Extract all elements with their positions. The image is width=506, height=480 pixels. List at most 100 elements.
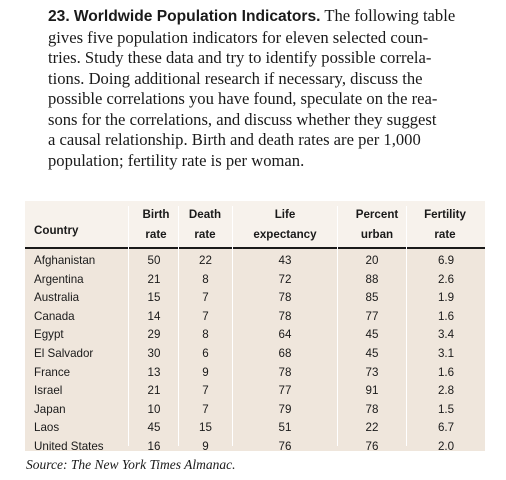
table-cell: 22 (365, 421, 379, 435)
table-row: Israel 21 7 77 91 2.8 (25, 382, 485, 401)
country-name: Japan (34, 402, 66, 416)
header-country-line1 (34, 201, 134, 221)
column-divider (178, 206, 179, 446)
country-name: Argentina (34, 272, 84, 286)
table-cell: 7 (202, 384, 209, 398)
table-cell: 1.5 (437, 402, 455, 416)
table-cell: 78 (365, 402, 379, 416)
table-cell: 76 (278, 439, 292, 453)
problem-title: Worldwide Population Indicators. (73, 8, 321, 25)
table-cell: 78 (278, 309, 292, 323)
header-fertility-line1: Fertility (424, 208, 466, 221)
table-cell: 1.9 (437, 291, 455, 305)
table-cell: 2.6 (437, 272, 455, 286)
header-death-rate: Death rate (177, 205, 233, 245)
table-cell: 30 (147, 346, 161, 360)
header-life-line2: expectancy (253, 228, 317, 241)
problem-line-6: sons for the correlations, and discuss w… (48, 109, 437, 129)
table-cell: 29 (147, 328, 161, 342)
table-cell: 1.6 (437, 309, 455, 323)
column-divider (128, 206, 129, 446)
table-cell: 7 (202, 309, 209, 323)
country-name: Egypt (34, 328, 64, 342)
table-cell: 91 (365, 384, 379, 398)
header-rule (25, 247, 485, 249)
country-name: Afghanistan (34, 254, 96, 267)
table-cell: 20 (365, 254, 379, 267)
table-cell: 16 (147, 439, 161, 453)
country-name: El Salvador (34, 346, 94, 360)
table-cell: 13 (147, 365, 161, 379)
column-divider (337, 206, 338, 446)
table-header-band (25, 201, 485, 247)
table-cell: 7 (202, 402, 209, 416)
problem-first-line: 23. Worldwide Population Indicators. The… (22, 6, 484, 28)
table-cell: 78 (278, 291, 292, 305)
table-row: Australia 15 7 78 85 1.9 (25, 289, 485, 308)
table-cell: 6 (202, 346, 209, 360)
table-row: Laos 45 15 51 22 6.7 (25, 419, 485, 438)
country-name: Laos (34, 421, 60, 435)
problem-line-1: The following table (320, 6, 456, 25)
table-cell: 78 (278, 365, 292, 379)
table-cell: 6.7 (437, 421, 455, 435)
table-cell: 22 (199, 254, 212, 267)
table-body: Afghanistan 50 22 43 20 6.9 Argentina 21 8 72 88 2.… (25, 252, 485, 457)
table-cell: 3.4 (437, 328, 455, 342)
table-row: Afghanistan 50 22 43 20 6.9 (25, 252, 485, 271)
table-cell: 2.0 (437, 439, 455, 453)
problem-line-4: tions. Doing additional research if nece… (48, 68, 423, 88)
header-country: Country (34, 201, 134, 241)
table-cell: 73 (365, 365, 379, 379)
table-row: France 13 9 78 73 1.6 (25, 364, 485, 383)
problem-line-2: gives five population indicators for ele… (48, 27, 429, 47)
table-cell: 64 (278, 328, 292, 342)
table-row: El Salvador 30 6 68 45 3.1 (25, 345, 485, 364)
table-cell: 14 (147, 309, 161, 323)
table-row: Japan 10 7 79 78 1.5 (25, 401, 485, 420)
table-cell: 51 (278, 421, 292, 435)
problem-number: 23. (48, 8, 70, 25)
header-death-line2: rate (194, 228, 216, 241)
table-cell: 8 (202, 328, 209, 342)
table-cell: 77 (278, 384, 292, 398)
problem-line-7: a causal relationship. Birth and death r… (48, 130, 421, 149)
table-cell: 88 (365, 272, 379, 286)
table-cell: 2.8 (437, 384, 455, 398)
header-urban-line2: urban (360, 228, 394, 241)
table-cell: 9 (202, 365, 209, 379)
country-name: France (34, 365, 71, 379)
table-cell: 9 (202, 439, 209, 453)
column-divider (232, 206, 233, 446)
table-cell: 77 (365, 309, 379, 323)
table-row: Argentina 21 8 72 88 2.6 (25, 271, 485, 290)
table-cell: 45 (365, 328, 379, 342)
header-life-expectancy: Life expectancy (230, 205, 340, 245)
header-fertility-rate: Fertility rate (405, 205, 485, 245)
table-cell: 21 (147, 272, 161, 286)
country-name: Israel (34, 384, 63, 398)
problem-line-3: tries. Study these data and try to ident… (48, 48, 432, 67)
population-table: Country Birth rate Death rate Life expec… (25, 201, 485, 453)
table-cell: 8 (202, 272, 209, 286)
header-fertility-line2: rate (434, 228, 456, 241)
table-cell: 1.6 (437, 365, 455, 379)
header-percent-urban: Percent urban (337, 205, 417, 245)
table-cell: 43 (278, 254, 292, 267)
header-death-line1: Death (188, 208, 222, 221)
table-cell: 45 (365, 346, 379, 360)
problem-line-5: possible correlations you have found, sp… (48, 89, 438, 108)
header-urban-line1: Percent (355, 208, 399, 221)
problem-line-8: population; fertility rate is per woman. (48, 150, 305, 170)
table-row: United States 16 9 76 76 2.0 (25, 438, 485, 457)
table-row: Egypt 29 8 64 45 3.4 (25, 326, 485, 345)
table-cell: 15 (199, 421, 212, 435)
column-divider (406, 206, 407, 446)
header-birth-line1: Birth (142, 208, 170, 221)
table-cell: 6.9 (437, 254, 455, 267)
table-cell: 21 (147, 384, 161, 398)
table-cell: 10 (147, 402, 161, 416)
table-cell: 85 (365, 291, 379, 305)
table-cell: 72 (278, 272, 292, 286)
source-note: Source: The New York Times Almanac. (26, 457, 236, 472)
